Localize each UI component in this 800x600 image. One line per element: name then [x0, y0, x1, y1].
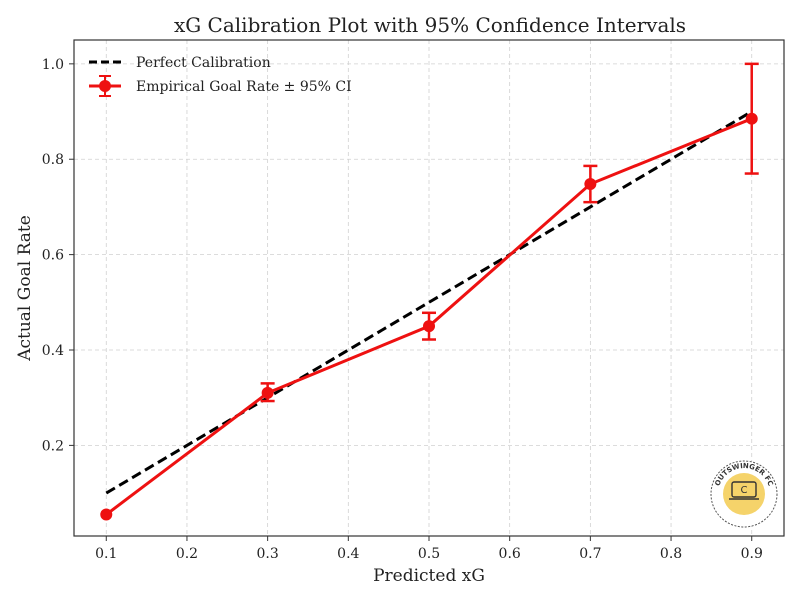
outswinger-fc-logo: C OUTSWINGER FC	[710, 460, 778, 528]
x-tick-label: 0.2	[176, 546, 198, 562]
x-tick-label: 0.7	[579, 546, 601, 562]
y-axis-label: Actual Goal Rate	[15, 215, 35, 362]
data-point	[423, 320, 435, 333]
x-axis-label: Predicted xG	[373, 566, 485, 586]
x-tick-label: 0.6	[499, 546, 521, 562]
logo-letter: C	[741, 485, 748, 496]
legend: Perfect Calibration Empirical Goal Rate …	[89, 55, 352, 97]
x-tick-label: 0.8	[660, 546, 682, 562]
perfect-calibration-line	[105, 110, 753, 495]
data-point	[584, 178, 597, 191]
legend-label-perfect: Perfect Calibration	[136, 55, 271, 71]
logo-badge	[723, 473, 765, 515]
y-tick-label: 0.2	[42, 438, 64, 454]
data-point	[745, 112, 758, 125]
x-tick-label: 0.4	[337, 546, 359, 562]
x-tick-label: 0.3	[257, 546, 279, 562]
y-axis-ticks: 0.2 0.4 0.6 0.8 1.0	[42, 57, 74, 454]
logo-laptop-icon	[731, 481, 757, 498]
y-tick-label: 0.4	[42, 343, 64, 359]
legend-marker	[99, 80, 111, 92]
legend-label-empirical: Empirical Goal Rate ± 95% CI	[136, 79, 352, 95]
data-point	[261, 386, 274, 399]
x-tick-label: 0.1	[95, 546, 117, 562]
y-tick-label: 0.6	[42, 248, 64, 264]
chart-title: xG Calibration Plot with 95% Confidence …	[174, 13, 686, 37]
series-layer	[100, 62, 759, 521]
x-tick-label: 0.5	[418, 546, 440, 562]
x-tick-label: 0.9	[741, 546, 763, 562]
plot-frame	[73, 39, 785, 537]
y-tick-label: 1.0	[42, 57, 64, 73]
y-tick-label: 0.8	[42, 152, 64, 168]
x-axis-ticks: 0.1 0.2 0.3 0.4 0.5 0.6 0.7 0.8 0.9	[95, 536, 763, 562]
data-point	[100, 508, 113, 521]
